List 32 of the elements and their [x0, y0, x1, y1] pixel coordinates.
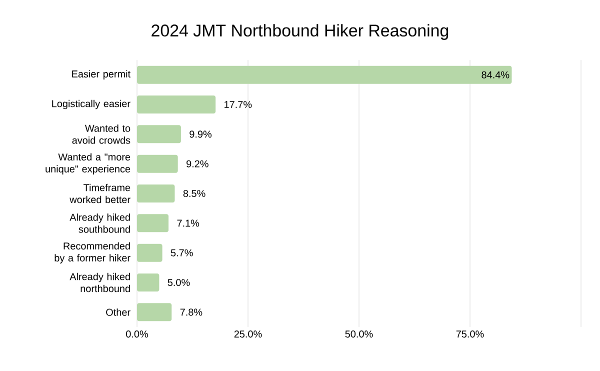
x-tick-label: 0.0% — [126, 330, 148, 338]
y-tick-label: Wanted a "more unique" experience — [46, 153, 130, 174]
data-label: 8.5% — [183, 190, 206, 198]
bar — [137, 244, 162, 262]
bar — [137, 96, 216, 114]
bar — [137, 66, 512, 84]
x-tick-label: 75.0% — [456, 330, 484, 338]
data-label: 7.1% — [177, 220, 200, 227]
y-tick-label: Wanted to avoid crowds — [72, 124, 130, 144]
x-tick-label: 25.0% — [234, 330, 262, 338]
y-tick-label: Already hiked northbound — [70, 272, 130, 292]
data-label: 5.0% — [168, 278, 190, 286]
x-tick-label: 50.0% — [345, 330, 373, 338]
bar — [137, 274, 160, 292]
chart-title: 2024 JMT Northbound Hiker Reasoning — [152, 24, 448, 40]
bar — [137, 125, 181, 144]
data-label: 9.2% — [186, 160, 208, 168]
data-label: 5.7% — [170, 249, 193, 256]
data-label: 7.8% — [180, 308, 202, 316]
y-tick-label: Timeframe worked better — [70, 184, 130, 204]
bar — [137, 154, 178, 173]
y-tick-label: Recommended by a former hiker — [54, 242, 130, 264]
data-label: 17.7% — [224, 101, 252, 108]
y-tick-label: Logistically easier — [52, 100, 130, 110]
bar — [137, 303, 172, 322]
bar — [137, 184, 175, 203]
data-label: 84.4% — [482, 71, 510, 78]
y-tick-label: Easier permit — [72, 70, 130, 80]
bar — [137, 214, 169, 232]
data-label: 9.9% — [190, 130, 212, 138]
y-tick-label: Already hiked southbound — [70, 214, 130, 233]
y-tick-label: Other — [106, 308, 130, 316]
